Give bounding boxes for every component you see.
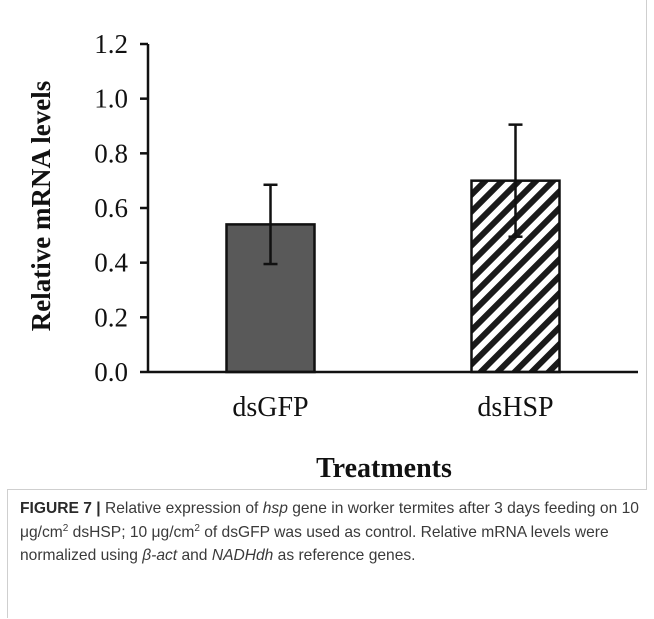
caption-part: β-act	[142, 547, 178, 564]
caption-label: FIGURE 7 |	[20, 500, 101, 517]
figure-frame	[7, 0, 647, 490]
x-axis-label: Treatments	[316, 453, 452, 484]
caption-part: 2	[62, 522, 69, 534]
caption-part: gene in worker termites after 3 days fee…	[20, 500, 639, 541]
caption-part: dsHSP; 10 μg/cm	[68, 523, 195, 541]
y-axis-label: Relative mRNA levels	[26, 81, 56, 331]
y-tick-label: 0.6	[94, 193, 128, 223]
y-tick-label: 0.0	[94, 357, 128, 387]
caption-text: Relative expression of hsp gene in worke…	[20, 500, 639, 564]
caption-part: NADHdh	[211, 547, 274, 564]
caption-part: of dsGFP was used as control. Relative m…	[20, 523, 609, 565]
x-tick-label: dsHSP	[477, 392, 553, 423]
caption-divider	[7, 490, 8, 618]
y-tick-label: 0.2	[94, 302, 128, 332]
caption-part: 2	[194, 522, 200, 534]
caption-part: and	[177, 547, 212, 564]
y-tick-label: 1.2	[94, 29, 128, 59]
x-tick-label: dsGFP	[232, 392, 308, 423]
y-tick-label: 0.4	[94, 248, 128, 278]
caption-part: as reference genes.	[273, 547, 416, 564]
caption-part: hsp	[262, 500, 288, 517]
figure-caption: FIGURE 7 | Relative expression of hsp ge…	[20, 497, 642, 568]
caption-part: Relative expression of	[100, 500, 263, 517]
bar-chart: 0.0 0.2 0.4 0.6 0.8 1.0 1.2 dsGFP dsHSP Relativ…	[26, 29, 638, 484]
y-tick-label: 0.8	[94, 138, 128, 168]
y-tick-label: 1.0	[94, 84, 128, 114]
